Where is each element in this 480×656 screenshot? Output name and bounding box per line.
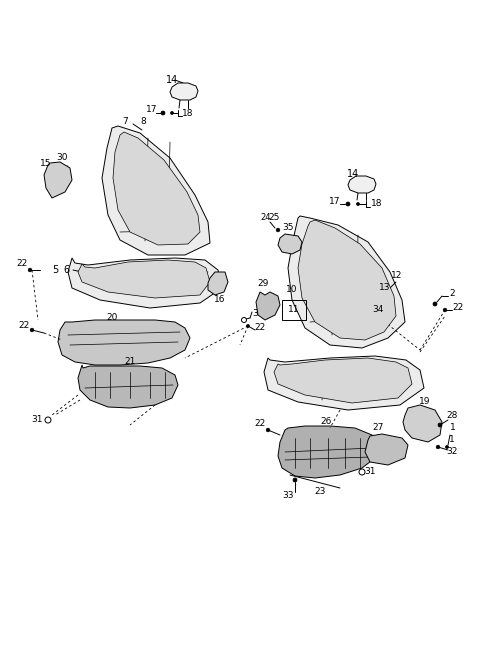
Text: 30: 30 [56, 152, 68, 161]
Polygon shape [298, 220, 396, 340]
Text: 24: 24 [261, 213, 271, 222]
Text: 33: 33 [282, 491, 294, 499]
Text: 22: 22 [254, 419, 265, 428]
Circle shape [357, 203, 360, 205]
Text: 28: 28 [446, 411, 458, 420]
Text: 6: 6 [63, 265, 69, 275]
Polygon shape [278, 234, 302, 254]
Circle shape [161, 111, 165, 115]
Circle shape [346, 202, 350, 206]
Circle shape [438, 423, 442, 427]
Text: 13: 13 [379, 283, 391, 293]
Text: 18: 18 [371, 199, 383, 209]
Circle shape [443, 308, 447, 312]
Text: 1: 1 [449, 436, 455, 445]
Text: 26: 26 [320, 417, 332, 426]
Polygon shape [170, 83, 198, 100]
Text: 19: 19 [419, 398, 431, 407]
Text: 22: 22 [254, 323, 265, 333]
Text: 17: 17 [329, 197, 341, 205]
Text: 15: 15 [40, 159, 52, 167]
Circle shape [433, 302, 437, 306]
Polygon shape [102, 126, 210, 255]
Text: 1: 1 [450, 422, 456, 432]
Text: 22: 22 [452, 304, 464, 312]
Polygon shape [68, 258, 222, 308]
Text: 7: 7 [122, 117, 128, 127]
Text: 5: 5 [52, 265, 58, 275]
Bar [282, 300, 306, 320]
Text: 14: 14 [347, 169, 359, 179]
Circle shape [266, 428, 270, 432]
Circle shape [45, 417, 51, 423]
Polygon shape [44, 162, 72, 198]
Text: 10: 10 [286, 285, 298, 295]
Polygon shape [264, 356, 424, 410]
Circle shape [170, 112, 173, 115]
Polygon shape [208, 272, 228, 295]
Polygon shape [78, 365, 178, 408]
Text: 20: 20 [106, 314, 118, 323]
Polygon shape [58, 320, 190, 365]
Circle shape [30, 328, 34, 332]
Text: 27: 27 [372, 424, 384, 432]
Text: 17: 17 [146, 106, 158, 115]
Circle shape [28, 268, 32, 272]
Text: 25: 25 [268, 213, 280, 222]
Circle shape [276, 228, 280, 232]
Text: 16: 16 [214, 295, 226, 304]
Circle shape [241, 318, 247, 323]
Text: 21: 21 [124, 358, 136, 367]
Text: 22: 22 [16, 260, 28, 268]
Text: 8: 8 [140, 117, 146, 127]
Polygon shape [256, 292, 280, 320]
Text: 11: 11 [288, 306, 300, 314]
Text: 22: 22 [18, 321, 30, 329]
Circle shape [359, 469, 365, 475]
Polygon shape [288, 216, 405, 348]
Text: 12: 12 [391, 270, 403, 279]
Text: 2: 2 [449, 289, 455, 298]
Circle shape [293, 478, 297, 482]
Text: 18: 18 [182, 108, 194, 117]
Polygon shape [113, 132, 200, 245]
Circle shape [445, 445, 448, 449]
Text: 34: 34 [372, 306, 384, 314]
Polygon shape [278, 426, 378, 478]
Circle shape [436, 445, 440, 449]
Polygon shape [348, 176, 376, 193]
Text: 31: 31 [31, 415, 43, 424]
Text: 35: 35 [282, 224, 294, 232]
Text: 3: 3 [252, 310, 258, 319]
Text: 23: 23 [314, 487, 326, 497]
Text: 31: 31 [364, 468, 376, 476]
Polygon shape [274, 358, 412, 403]
Polygon shape [365, 434, 408, 465]
Text: 14: 14 [166, 75, 178, 85]
Circle shape [247, 325, 250, 327]
Text: 29: 29 [257, 279, 269, 287]
Polygon shape [78, 260, 210, 298]
Polygon shape [403, 405, 442, 442]
Text: 32: 32 [446, 447, 458, 457]
